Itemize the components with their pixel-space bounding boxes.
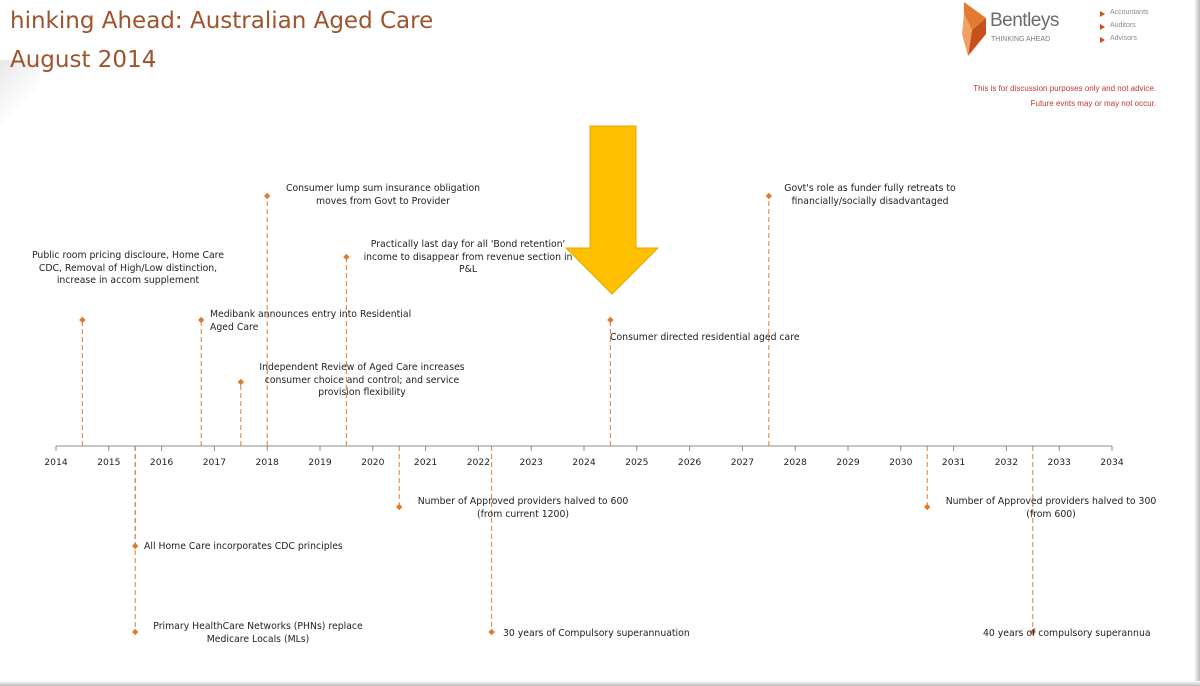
event-label-line: (from current 1200) (477, 508, 569, 520)
axis-year-label: 2018 (256, 457, 280, 468)
disclaimer-line-1: This is for discussion purposes only and… (973, 84, 1156, 93)
axis-year-label: 2019 (308, 457, 332, 468)
event-connectors (81, 196, 1034, 632)
axis-year-label: 2034 (1100, 457, 1124, 468)
event-marker-icon (264, 192, 271, 200)
axis-year-label: 2028 (784, 457, 808, 468)
axis-year-label: 2025 (625, 457, 649, 468)
event-label-line: All Home Care incorporates CDC principle… (144, 541, 343, 552)
event-label-line: Consumer lump sum insurance obligation (285, 183, 481, 194)
event-label-line: increase in accom supplement (56, 275, 200, 286)
brand-name: Bentleys (990, 10, 1059, 31)
axis-ticks (55, 446, 1113, 451)
service-bullet-icon (1100, 24, 1105, 30)
event-label: Consumer lump sum insurance obligation mo… (276, 183, 490, 208)
event-label-line: Independent Review of Aged Care increase… (259, 362, 465, 373)
event-label-line: Practically last day for all 'Bond reten… (370, 239, 566, 250)
event-label-line: financially/socially disadvantaged (791, 195, 949, 207)
event-label-line: consumer choice and control; and service (264, 374, 460, 386)
event-label: Primary HealthCare Networks (PHNs) repla… (145, 621, 371, 646)
event-marker-icon (132, 542, 139, 550)
event-label: Number of Approved providers halved to 6… (410, 496, 636, 521)
event-marker-icon (488, 628, 495, 636)
event-marker-icon (765, 192, 772, 200)
event-markers (79, 192, 1036, 636)
disclaimer-line-2: Future evnts may or may not occur. (1030, 99, 1156, 108)
event-marker-icon (396, 503, 403, 511)
event-marker-icon (237, 378, 244, 386)
event-marker-icon (198, 316, 205, 324)
axis-year-label: 2030 (889, 457, 913, 468)
service-advisors: Advisors (1110, 35, 1137, 42)
brand-tagline: THINKING AHEAD (991, 36, 1051, 43)
event-label-line: 40 years of compulsory superannua (983, 628, 1151, 639)
event-label-line: Aged Care (210, 321, 259, 333)
axis-year-label: 2031 (942, 457, 965, 468)
bentleys-logo (960, 0, 1175, 60)
slide-edge-shadow (1194, 0, 1200, 686)
event-label-line: income to disappear from revenue section… (363, 251, 573, 263)
event-label-line: Consumer directed residential aged care (610, 332, 800, 343)
event-label-line: Public room pricing discloure, Home Care (31, 250, 224, 261)
event-label-line: Govt's role as funder fully retreats to (784, 183, 956, 194)
axis-year-label: 2021 (414, 457, 437, 468)
event-label-line: provision flexibility (318, 387, 406, 398)
slide-corner-shadow (0, 60, 40, 140)
service-accountants: Accountants (1110, 9, 1149, 16)
event-label-line: Medibank announces entry into Residentia… (210, 309, 412, 320)
highlight-arrow-icon (564, 125, 660, 295)
event-label: Consumer directed residential aged care (610, 332, 800, 345)
slide-bottom-shadow (0, 681, 1200, 686)
axis-year-label: 2023 (520, 457, 544, 468)
axis-year-label: 2032 (995, 457, 1018, 468)
axis-year-label: 2016 (150, 457, 174, 468)
event-label-line: 30 years of Compulsory superannuation (503, 628, 690, 639)
event-label: Public room pricing discloure, Home Care… (22, 250, 234, 288)
axis-year-label: 2020 (361, 457, 385, 468)
axis-year-label: 2022 (467, 457, 490, 468)
event-label: 40 years of compulsory superannua (983, 628, 1151, 641)
event-label: Medibank announces entry into Residentia… (210, 309, 411, 334)
axis-year-label: 2033 (1048, 457, 1072, 468)
event-marker-icon (343, 253, 350, 261)
event-label-line: moves from Govt to Provider (316, 195, 450, 207)
event-label: Govt's role as funder fully retreats to f… (778, 183, 962, 208)
event-label-line: P&L (458, 264, 478, 275)
event-label: Practically last day for all 'Bond reten… (356, 239, 580, 277)
service-bullet-icon (1100, 11, 1105, 17)
event-label: Independent Review of Aged Care increase… (250, 362, 474, 400)
slide-title: hinking Ahead: Australian Aged Care (10, 8, 434, 34)
axis-year-label: 2014 (44, 457, 68, 468)
event-marker-icon (924, 503, 931, 511)
event-label: 30 years of Compulsory superannuation (503, 628, 690, 641)
event-label-line: (from 600) (1026, 508, 1076, 520)
event-marker-icon (607, 316, 614, 324)
event-label-line: Number of Approved providers halved to 3… (945, 496, 1157, 507)
axis-year-label: 2026 (678, 457, 702, 468)
event-label-line: Primary HealthCare Networks (PHNs) repla… (153, 621, 363, 632)
event-marker-icon (1029, 628, 1036, 636)
axis-year-label: 2029 (836, 457, 860, 468)
event-label: Number of Approved providers halved to 3… (938, 496, 1164, 521)
service-auditors: Auditors (1110, 22, 1136, 29)
event-label-line: Number of Approved providers halved to 6… (417, 496, 629, 507)
bentleys-chevron-icon (962, 2, 986, 56)
axis-year-label: 2024 (572, 457, 596, 468)
event-label: All Home Care incorporates CDC principle… (144, 541, 343, 554)
event-marker-icon (79, 316, 86, 324)
event-label-line: Medicare Locals (MLs) (206, 633, 310, 645)
axis-year-labels: 2014 2015 2016 2017 2018 2019 2020 2021 2022 2023… (44, 457, 1124, 468)
slide-subtitle-date: August 2014 (10, 47, 157, 73)
event-label-line: CDC, Removal of High/Low distinction, (38, 262, 218, 274)
axis-year-label: 2015 (97, 457, 121, 468)
axis-year-label: 2017 (203, 457, 227, 468)
service-bullet-icon (1100, 37, 1105, 43)
event-marker-icon (132, 628, 139, 636)
axis-year-label: 2027 (731, 457, 755, 468)
